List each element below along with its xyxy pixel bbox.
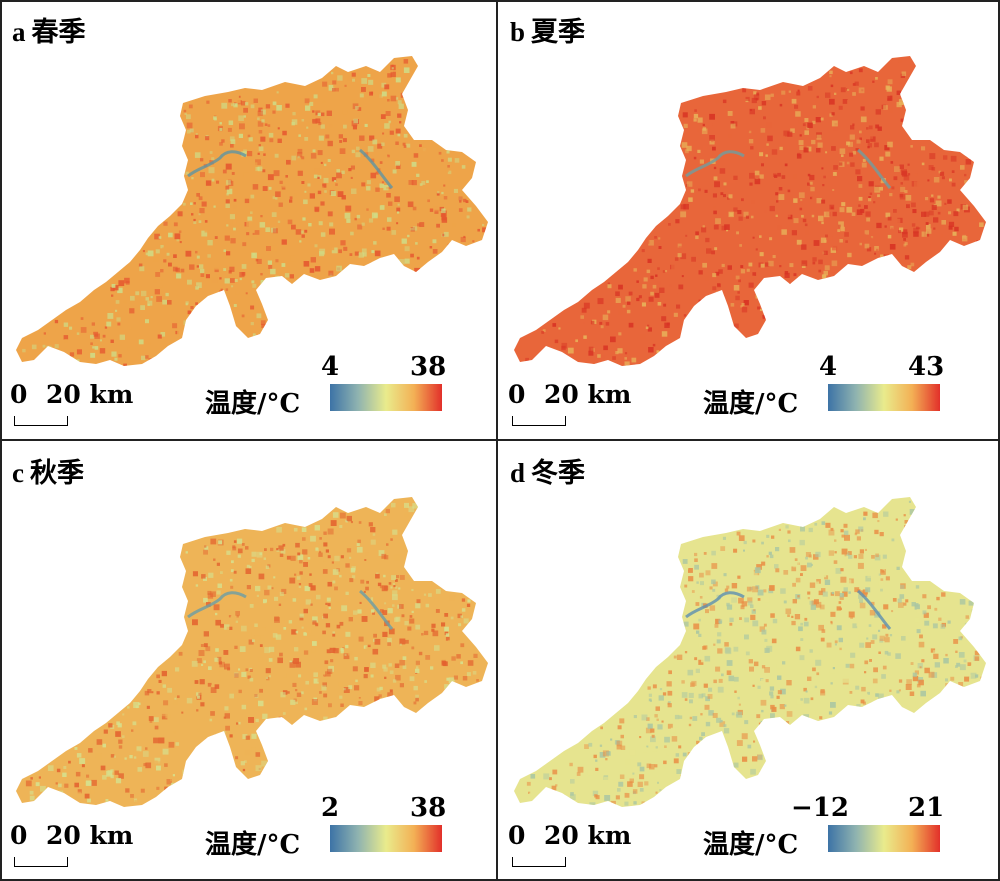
scale-zero: 0 (10, 380, 28, 409)
panel-season: 夏季 (531, 17, 586, 48)
colorbar (828, 825, 940, 852)
panel-summer: b 夏季 0 20 km 4 43 温度/°C (498, 0, 995, 440)
legend-label: 温度/°C (703, 389, 799, 419)
temperature-map-autumn (16, 497, 488, 807)
panel-title: a 春季 (12, 10, 86, 49)
panel-winter: d 冬季 0 20 km −12 21 温度/°C (498, 441, 995, 881)
colorbar (330, 384, 442, 411)
legend-label: 温度/°C (205, 389, 301, 419)
scale-bar: 0 20 km (10, 380, 135, 430)
temperature-map-winter (514, 497, 986, 807)
panel-letter: b (510, 17, 526, 47)
scale-distance: 20 km (544, 380, 632, 409)
legend-min: 2 (321, 793, 340, 823)
scale-zero: 0 (508, 821, 526, 850)
scale-zero: 0 (10, 821, 28, 850)
panel-title: d 冬季 (510, 451, 585, 490)
legend-min: 4 (321, 352, 340, 382)
panel-season: 秋季 (29, 458, 84, 489)
temperature-texture (519, 59, 984, 366)
urban-area (16, 497, 488, 807)
panel-spring: a 春季 0 20 km 4 38 温度/°C (0, 0, 497, 440)
panel-letter: d (510, 458, 526, 488)
legend-min: −12 (791, 793, 849, 823)
scale-distance: 20 km (544, 821, 632, 850)
temperature-texture (22, 59, 487, 366)
panel-letter: c (12, 458, 24, 488)
legend-min: 4 (819, 352, 838, 382)
scale-distance: 20 km (46, 821, 134, 850)
scale-bar: 0 20 km (508, 821, 633, 871)
colorbar (330, 825, 442, 852)
scale-bar-line (14, 857, 68, 867)
temperature-map-spring (16, 56, 488, 366)
colorbar (828, 384, 940, 411)
legend-max: 43 (908, 352, 945, 382)
panel-season: 冬季 (531, 458, 586, 489)
scale-distance: 20 km (46, 380, 134, 409)
scale-bar: 0 20 km (10, 821, 135, 871)
legend-max: 21 (908, 793, 945, 823)
legend-max: 38 (410, 352, 447, 382)
scale-bar: 0 20 km (508, 380, 633, 430)
panel-letter: a (12, 17, 26, 47)
scale-bar-line (14, 416, 68, 426)
scale-zero: 0 (508, 380, 526, 409)
panel-title: b 夏季 (510, 10, 585, 49)
urban-area (16, 56, 488, 366)
panel-autumn: c 秋季 0 20 km 2 38 温度/°C (0, 441, 497, 881)
legend-label: 温度/°C (205, 830, 301, 860)
legend-label: 温度/°C (703, 830, 799, 860)
scale-bar-line (512, 857, 566, 867)
panel-season: 春季 (31, 17, 86, 48)
divider-horizontal (0, 439, 1000, 441)
scale-bar-line (512, 416, 566, 426)
urban-area (514, 497, 986, 807)
panel-title: c 秋季 (12, 451, 84, 490)
legend-max: 38 (410, 793, 447, 823)
temperature-map-summer (514, 56, 986, 366)
urban-area (514, 56, 986, 366)
